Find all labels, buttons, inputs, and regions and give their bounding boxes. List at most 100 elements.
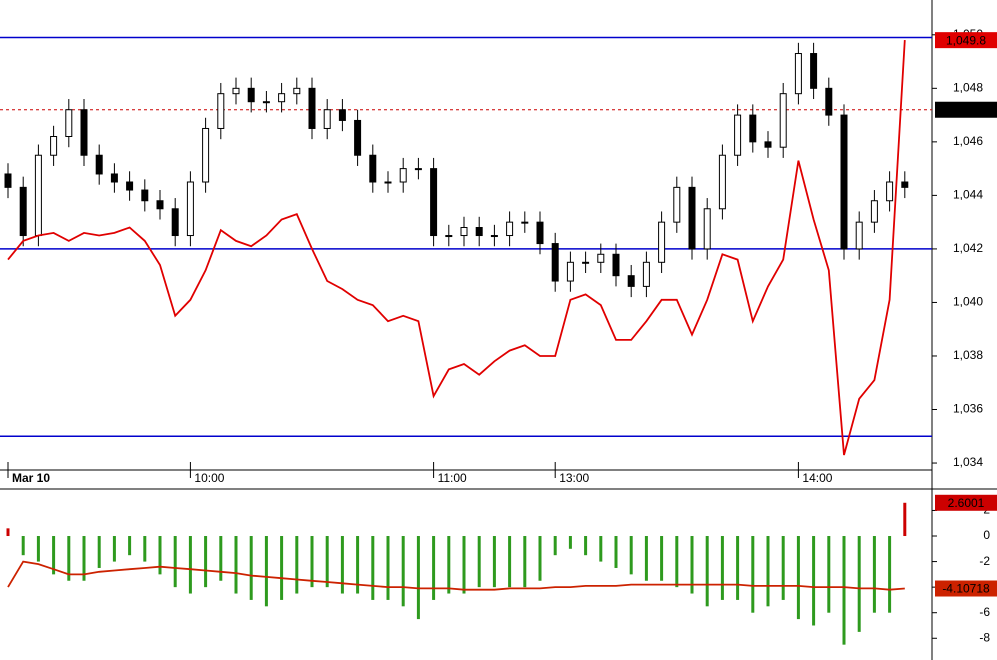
candle-body [566, 261, 574, 282]
candle-body [278, 93, 286, 103]
histogram-bar [614, 536, 618, 568]
histogram-bar [249, 536, 253, 600]
candle-body [673, 186, 681, 223]
histogram-bar [629, 536, 633, 575]
histogram-bar [675, 536, 679, 588]
y-tick-label: 1,042 [953, 241, 983, 255]
candle-body [186, 181, 194, 237]
x-tick-label: 13:00 [559, 471, 589, 485]
candle-body [612, 253, 620, 277]
candle-body [323, 109, 331, 129]
candle-body [4, 173, 12, 188]
candle-body [384, 181, 392, 184]
candle-body [901, 181, 909, 188]
histogram-bar [599, 536, 603, 562]
histogram-bar [781, 536, 785, 600]
histogram-bar [477, 536, 481, 588]
candle-body [141, 189, 149, 202]
candle-body [354, 119, 362, 156]
x-tick-label: Mar 10 [12, 471, 50, 485]
candle-body [764, 141, 772, 148]
value-tag [935, 580, 997, 597]
candle-body [658, 221, 666, 263]
histogram-bar [204, 536, 208, 588]
histogram-bar [6, 528, 10, 537]
y-tick-label: 1,038 [953, 348, 983, 362]
candle-body [34, 154, 42, 237]
y-tick-label: 1,040 [953, 295, 983, 309]
candle-body [855, 221, 863, 250]
histogram-bar [812, 536, 816, 626]
candle-body [338, 109, 346, 121]
value-tag [935, 101, 997, 118]
candle-body [414, 168, 422, 171]
histogram-bar [143, 536, 147, 562]
candle-body [308, 87, 316, 129]
candle-body [50, 136, 58, 156]
histogram-bar [523, 536, 527, 588]
histogram-bar [751, 536, 755, 613]
candle-body [551, 243, 559, 282]
candle-body [171, 208, 179, 237]
histogram-bar [720, 536, 724, 600]
histogram-bar [584, 536, 588, 556]
histogram-bar [310, 536, 314, 588]
y-tick-label: 1,034 [953, 455, 983, 469]
histogram-bar [827, 536, 831, 613]
candle-body [703, 208, 711, 250]
histogram-bar [538, 536, 542, 581]
candle-body [627, 275, 635, 287]
histogram-bar [888, 536, 892, 613]
candle-body [536, 221, 544, 245]
histogram-bar [356, 536, 360, 594]
y-tick-label: -6 [979, 605, 990, 619]
value-tag-label: 2.6001 [948, 496, 985, 510]
histogram-bar [173, 536, 177, 588]
candle-body [475, 227, 483, 237]
candle-body [369, 154, 377, 183]
histogram-bar [705, 536, 709, 607]
histogram-bar [188, 536, 192, 594]
histogram-bar [462, 536, 466, 594]
candle-body [521, 221, 529, 224]
candle-body [810, 53, 818, 89]
histogram-bar [97, 536, 101, 568]
y-tick-label: -8 [979, 630, 990, 644]
candle-body [506, 221, 514, 237]
histogram-bar [112, 536, 116, 562]
candle-body [262, 101, 270, 104]
candle-body [247, 87, 255, 103]
y-tick-label: 1,048 [953, 80, 983, 94]
histogram-bar [264, 536, 268, 607]
candle-body [886, 181, 894, 202]
histogram-bar [644, 536, 648, 581]
histogram-bar [568, 536, 572, 549]
histogram-bar [386, 536, 390, 600]
y-tick-label: 1,044 [953, 188, 983, 202]
x-tick-label: 10:00 [194, 471, 224, 485]
histogram-bar [492, 536, 496, 588]
histogram-bar [52, 536, 56, 575]
candle-body [688, 186, 696, 250]
histogram-bar [416, 536, 420, 620]
histogram-bar [766, 536, 770, 607]
y-tick-label: -2 [979, 554, 990, 568]
candle-body [597, 253, 605, 263]
value-tag [935, 32, 997, 49]
candle-body [202, 127, 210, 183]
histogram-bar [158, 536, 162, 575]
histogram-bar [401, 536, 405, 607]
x-tick-label: 14:00 [802, 471, 832, 485]
candle-body [156, 200, 164, 210]
candle-body [126, 181, 134, 191]
x-tick-label: 11:00 [438, 471, 467, 485]
y-tick-label: 1,046 [953, 134, 983, 148]
candle-body [749, 114, 757, 143]
candle-body [840, 114, 848, 250]
y-tick-label: 0 [983, 528, 990, 542]
overlay-line [7, 40, 906, 456]
histogram-bar [660, 536, 664, 581]
histogram-bar [371, 536, 375, 600]
histogram-bar [796, 536, 800, 620]
